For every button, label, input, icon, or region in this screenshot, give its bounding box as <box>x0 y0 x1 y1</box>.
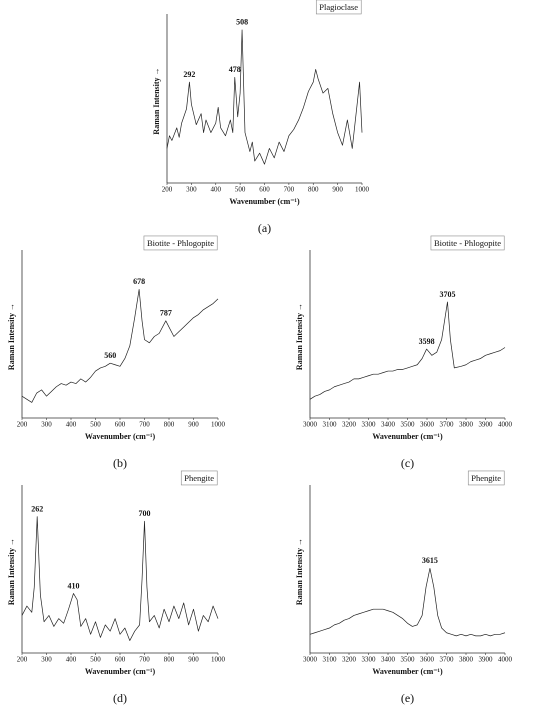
title-box <box>315 0 362 15</box>
peak-label: 700 <box>139 509 151 518</box>
peak-label: 3598 <box>419 337 435 346</box>
x-tick-label: 500 <box>235 186 246 194</box>
panel: 3000 3100 3200 3300 3400 3500 3600 3700 3800 3900… <box>295 470 513 705</box>
title-box <box>467 470 505 486</box>
x-axis-label: Wavenumber (cm⁻¹) <box>372 432 443 441</box>
y-axis-label: Raman Intensity → <box>295 538 304 605</box>
x-tick-label: 500 <box>90 421 101 429</box>
x-tick-label: 3500 <box>401 421 416 429</box>
x-tick-label: 4000 <box>498 421 513 429</box>
x-tick-label: 200 <box>17 421 28 429</box>
x-tick-label: 3000 <box>303 421 318 429</box>
spectrum-line <box>21 289 219 403</box>
panel-label: (c) <box>401 456 414 470</box>
x-tick-label: 3900 <box>479 656 494 664</box>
x-tick-label: 1000 <box>211 421 226 429</box>
x-tick-label: 1000 <box>211 656 226 664</box>
title-box <box>143 235 218 251</box>
x-axis-label: Wavenumber (cm⁻¹) <box>229 197 300 206</box>
x-tick-label: 3300 <box>362 421 377 429</box>
x-tick-label: 900 <box>188 656 199 664</box>
x-tick-label: 3800 <box>459 421 474 429</box>
x-tick-label: 900 <box>332 186 343 194</box>
peak-label: 678 <box>133 277 145 286</box>
panel-title: Biotite - Phlogopite <box>147 238 214 248</box>
panel-title: Biotite - Phlogopite <box>434 238 501 248</box>
x-tick-label: 3300 <box>362 656 377 664</box>
peak-label: 292 <box>183 70 195 79</box>
x-axis-label: Wavenumber (cm⁻¹) <box>372 667 443 676</box>
x-tick-label: 4000 <box>498 656 513 664</box>
x-tick-label: 3800 <box>459 656 474 664</box>
peak-label: 262 <box>31 504 43 513</box>
spectrum-line <box>309 568 506 637</box>
x-tick-label: 700 <box>139 656 150 664</box>
peak-label: 3705 <box>439 290 455 299</box>
x-tick-label: 3600 <box>420 656 435 664</box>
x-tick-label: 600 <box>115 421 126 429</box>
y-axis-label: Raman Intensity → <box>295 303 304 370</box>
x-tick-label: 300 <box>41 421 52 429</box>
x-tick-label: 3600 <box>420 421 435 429</box>
x-tick-label: 3700 <box>440 421 455 429</box>
x-tick-label: 3700 <box>440 656 455 664</box>
x-tick-label: 3100 <box>323 421 338 429</box>
panel-label: (b) <box>113 456 127 470</box>
x-tick-label: 400 <box>211 186 222 194</box>
panel-label: (a) <box>258 221 271 235</box>
x-tick-label: 800 <box>164 421 175 429</box>
x-tick-label: 900 <box>188 421 199 429</box>
peak-label: 787 <box>160 309 172 318</box>
x-tick-label: 800 <box>164 656 175 664</box>
x-tick-label: 3100 <box>323 656 338 664</box>
title-box <box>180 470 218 486</box>
x-tick-label: 800 <box>308 186 319 194</box>
y-axis-label: Raman Intensity → <box>7 538 16 605</box>
peak-label: 478 <box>229 65 241 74</box>
x-tick-label: 3000 <box>303 656 318 664</box>
panel-title: Phengite <box>471 473 501 483</box>
x-axis-label: Wavenumber (cm⁻¹) <box>85 667 156 676</box>
x-tick-label: 500 <box>90 656 101 664</box>
x-axis-label: Wavenumber (cm⁻¹) <box>85 432 156 441</box>
x-tick-label: 400 <box>66 421 77 429</box>
x-tick-label: 3900 <box>479 421 494 429</box>
x-tick-label: 600 <box>259 186 270 194</box>
x-tick-label: 300 <box>41 656 52 664</box>
peak-label: 560 <box>104 351 116 360</box>
x-tick-label: 3500 <box>401 656 416 664</box>
peak-label: 508 <box>236 18 248 27</box>
x-tick-label: 200 <box>162 186 173 194</box>
x-tick-label: 3200 <box>342 421 357 429</box>
peak-label: 410 <box>67 581 79 590</box>
spectrum-line <box>21 516 219 641</box>
peak-label: 3615 <box>422 556 438 565</box>
panel-title: Phengite <box>184 473 214 483</box>
y-axis-label: Raman Intensity → <box>7 303 16 370</box>
x-tick-label: 400 <box>66 656 77 664</box>
x-tick-label: 1000 <box>355 186 370 194</box>
x-tick-label: 700 <box>139 421 150 429</box>
x-tick-label: 300 <box>186 186 197 194</box>
x-tick-label: 700 <box>284 186 295 194</box>
spectrum-line <box>166 29 363 165</box>
panel: 3000 3100 3200 3300 3400 3500 3600 3700 3800 3900… <box>295 235 513 470</box>
title-box <box>430 235 505 251</box>
panel-label: (d) <box>113 691 127 705</box>
panel-label: (e) <box>401 691 414 705</box>
y-axis-label: Raman Intensity → <box>152 67 161 134</box>
x-tick-label: 600 <box>115 656 126 664</box>
x-tick-label: 3400 <box>381 421 396 429</box>
panel: 200 300 400 500 600 700 800 900 1000 Wavenumber (… <box>7 470 226 705</box>
panel-title: Plagioclase <box>319 2 358 12</box>
x-tick-label: 3400 <box>381 656 396 664</box>
panel: 200 300 400 500 600 700 800 900 1000 Wavenumber (… <box>152 0 370 235</box>
spectrum-line <box>309 301 506 400</box>
x-tick-label: 3200 <box>342 656 357 664</box>
x-tick-label: 200 <box>17 656 28 664</box>
panel: 200 300 400 500 600 700 800 900 1000 Wavenumber (… <box>7 235 226 470</box>
